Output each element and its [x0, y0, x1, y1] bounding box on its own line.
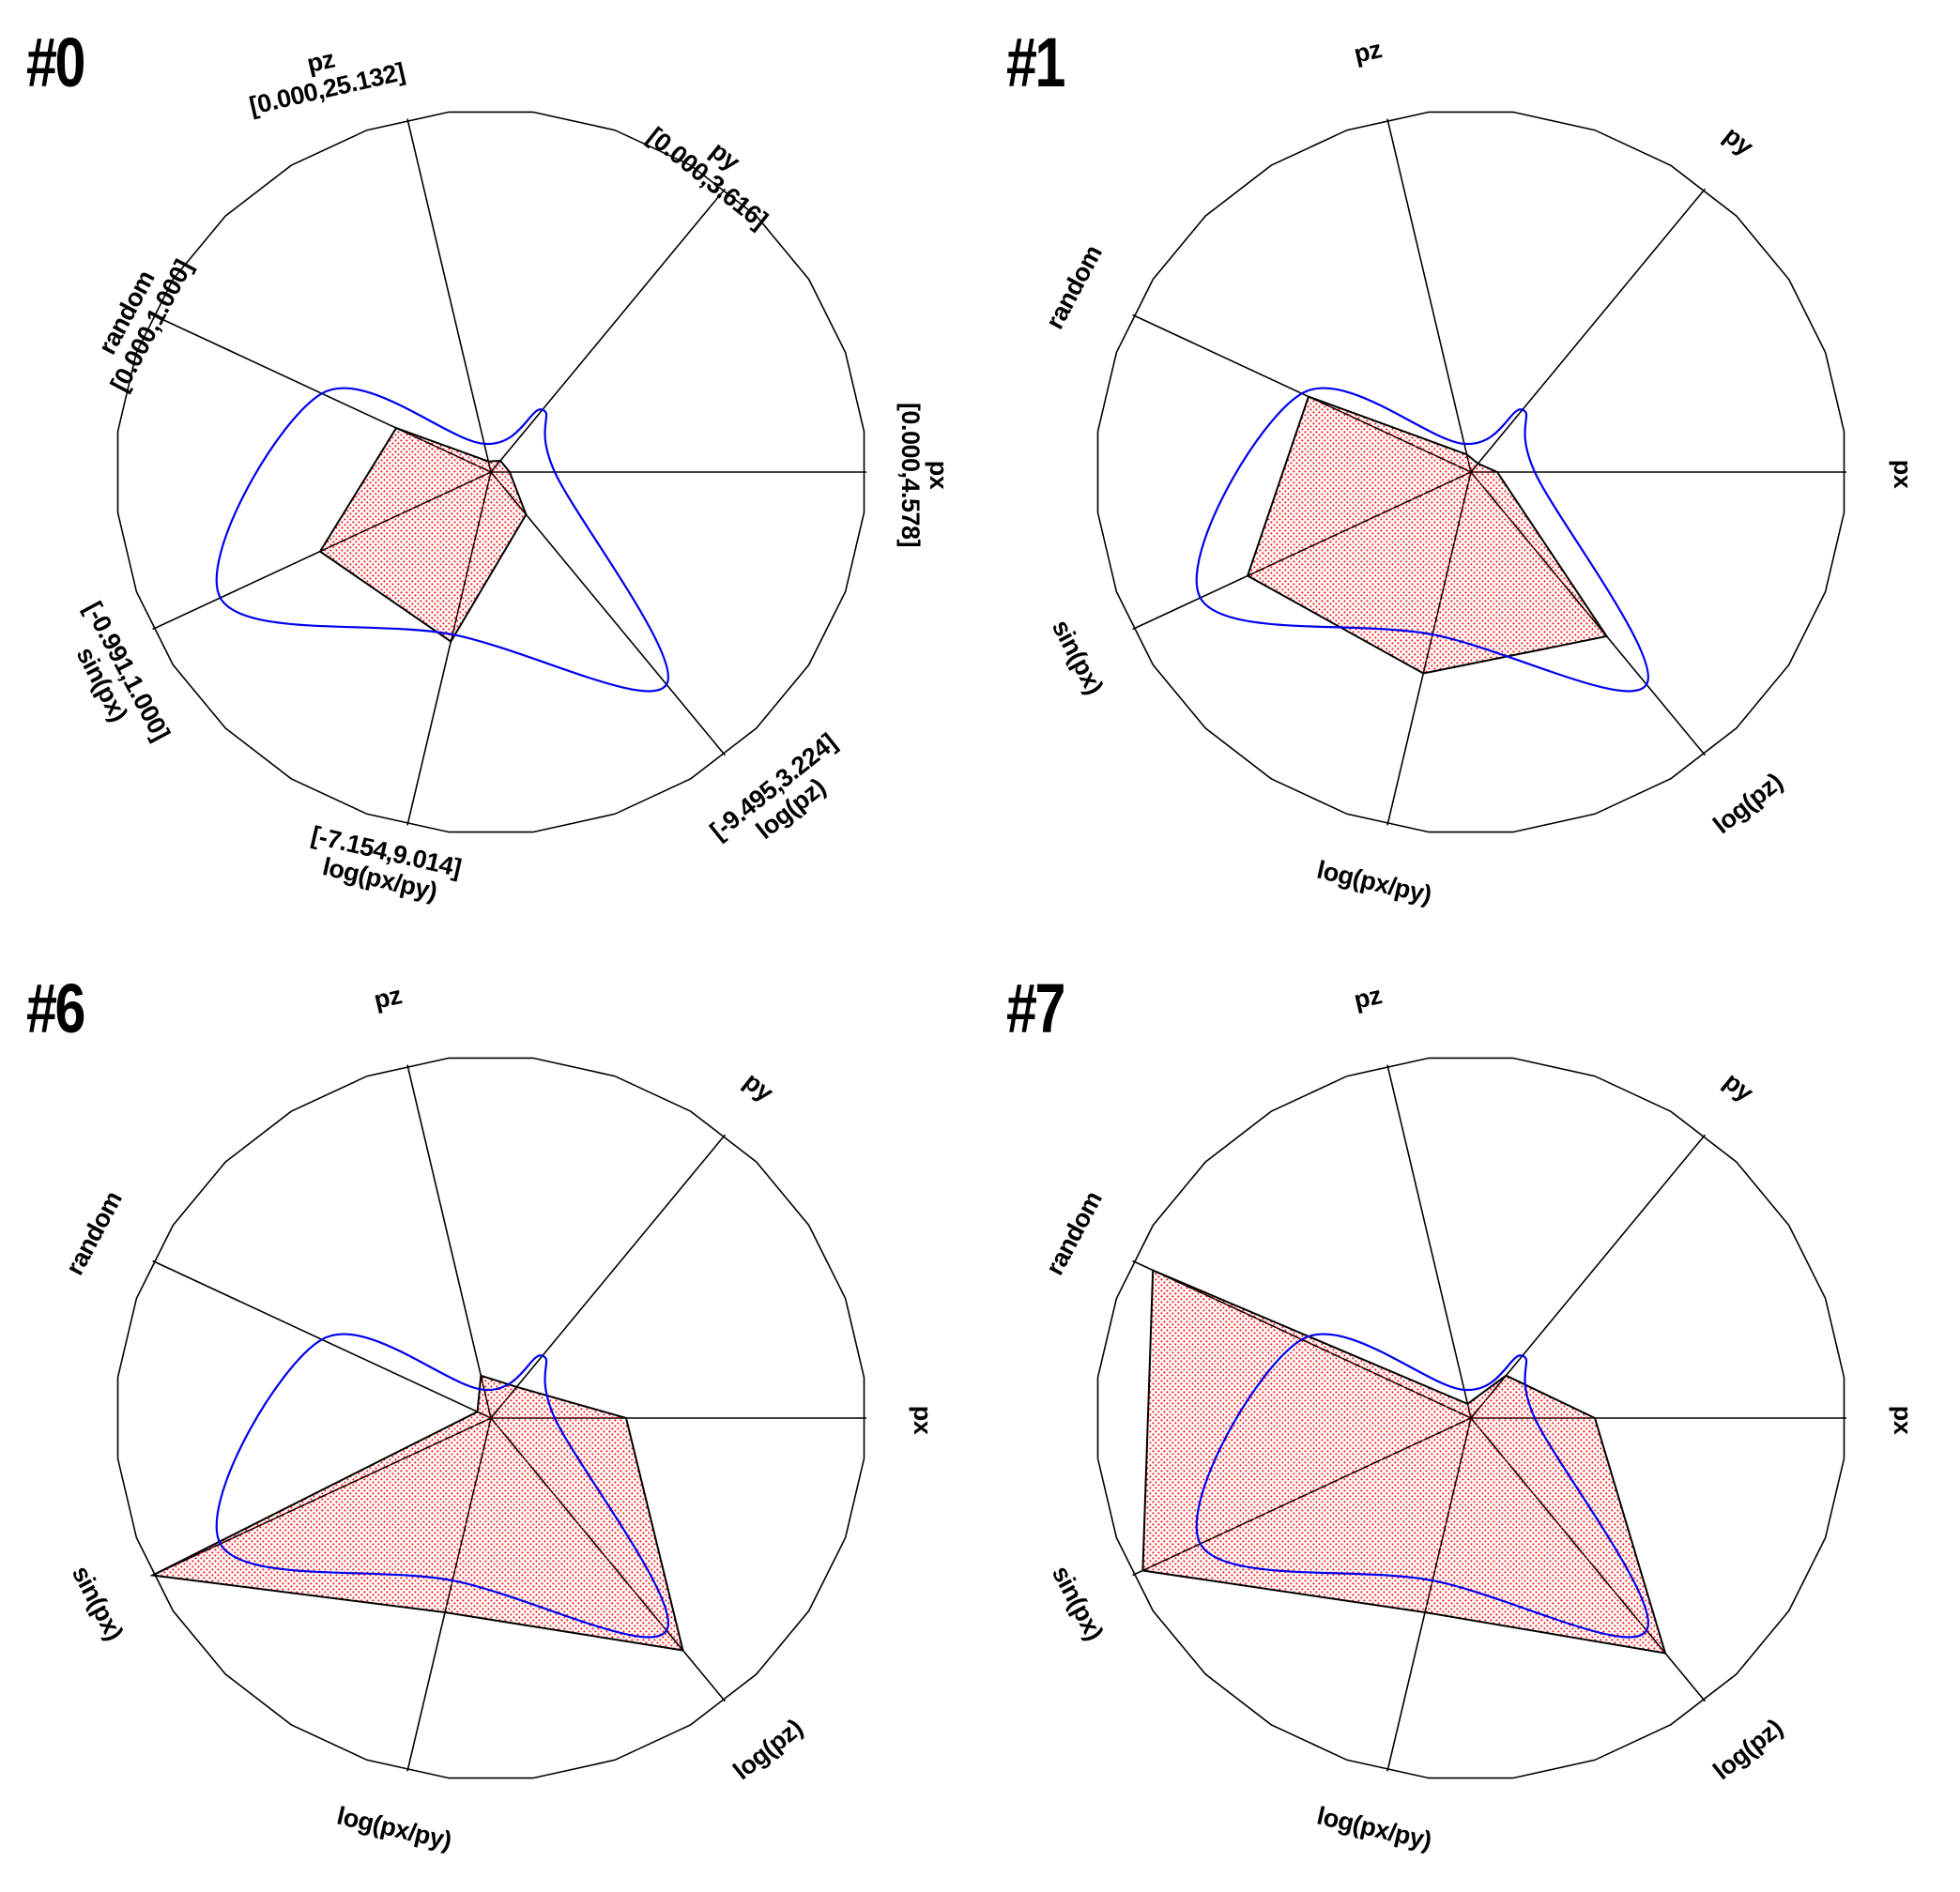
axis-label-sin_px: sin(px) — [67, 1561, 129, 1644]
axis-label-random: random — [60, 1187, 128, 1280]
axis-label-log_px_py: log(px/py) — [1314, 856, 1434, 909]
axis-label-sin_px: [-0.991,1.000]sin(px) — [54, 597, 175, 758]
axis-label-log_px_py: log(px/py) — [1314, 1802, 1434, 1855]
axis-label-sin_px: sin(px) — [1047, 615, 1109, 698]
spider-circle — [116, 111, 865, 833]
panel-title: #1 — [1006, 24, 1064, 102]
spider-panel-6: px py pz random sin(px) log(px/py) log(pz) #6 — [0, 946, 980, 1892]
axis-line-py — [1470, 188, 1707, 473]
axis-label-pz: pz[0.000,25.132] — [240, 30, 407, 120]
axis-line-pz — [406, 118, 492, 473]
axis-label-pz: pz — [1352, 981, 1385, 1015]
spider-pad: px py pz random sin(px) log(px/py) log(pz) #1 — [1006, 24, 1917, 909]
entry-polygon — [1246, 395, 1609, 675]
axis-label-sin_px: sin(px) — [1047, 1561, 1109, 1644]
panel-title: #7 — [1006, 970, 1064, 1048]
axis-label-random: random[0.000,1.000] — [80, 242, 197, 396]
spider-pad: px[0.000,4.578] py[0.000,3.616] pz[0.000,2… — [26, 24, 953, 910]
spider-panel-7: px py pz random sin(px) log(px/py) log(pz) #7 — [980, 946, 1960, 1892]
axis-label-random: random — [1040, 241, 1108, 334]
spider-pad: px py pz random sin(px) log(px/py) log(pz) #7 — [1006, 970, 1917, 1855]
axis-label-py: py — [739, 1067, 779, 1107]
axis-label-log_px_py: [-7.154,9.014]log(px/py) — [302, 821, 464, 910]
axis-label-px: px — [1889, 460, 1917, 489]
axis-line-pz — [406, 1064, 492, 1419]
spider-circle — [116, 1057, 865, 1779]
axis-label-px: px[0.000,4.578] — [896, 403, 953, 547]
average-curve — [215, 1333, 669, 1639]
axis-label-px: px — [1889, 1406, 1917, 1435]
axis-line-py — [490, 1134, 727, 1419]
axis-label-py: py — [1719, 1067, 1759, 1107]
axis-line-py — [490, 188, 727, 473]
average-curve — [215, 387, 669, 693]
axis-line-pz — [1386, 1064, 1472, 1419]
axis-label-log_pz: log(pz) — [727, 1714, 807, 1785]
panel-title: #6 — [26, 970, 84, 1048]
entry-polygon — [149, 1374, 684, 1652]
axis-label-log_pz: log(pz) — [1707, 1714, 1787, 1785]
panel-title: #0 — [26, 24, 84, 102]
axis-label-py: py[0.000,3.616] — [642, 99, 790, 234]
spider-pad: px py pz random sin(px) log(px/py) log(pz) #6 — [26, 970, 937, 1855]
axis-label-log_pz: log(pz) — [1707, 768, 1787, 839]
axis-line-pz — [1386, 118, 1472, 473]
axis-line-py — [1470, 1134, 1707, 1419]
spider-panel-0: px[0.000,4.578] py[0.000,3.616] pz[0.000,2… — [0, 0, 980, 946]
axis-label-px: px — [909, 1406, 937, 1435]
spider-panel-1: px py pz random sin(px) log(px/py) log(pz) #1 — [980, 0, 1960, 946]
entry-polygon — [1141, 1269, 1667, 1655]
average-curve — [1195, 387, 1649, 693]
axis-label-random: random — [1040, 1187, 1108, 1280]
axis-label-log_pz: [-9.495,3.224]log(pz) — [705, 728, 860, 867]
axis-label-pz: pz — [372, 981, 405, 1015]
axis-label-pz: pz — [1352, 35, 1385, 69]
average-curve — [1195, 1333, 1649, 1639]
axis-line-log_pz — [490, 471, 727, 756]
entry-polygon — [318, 426, 528, 644]
spider-circle — [1096, 111, 1845, 833]
spider-circle — [1096, 1057, 1845, 1779]
axis-label-py: py — [1719, 121, 1759, 161]
axis-label-log_px_py: log(px/py) — [334, 1802, 454, 1855]
